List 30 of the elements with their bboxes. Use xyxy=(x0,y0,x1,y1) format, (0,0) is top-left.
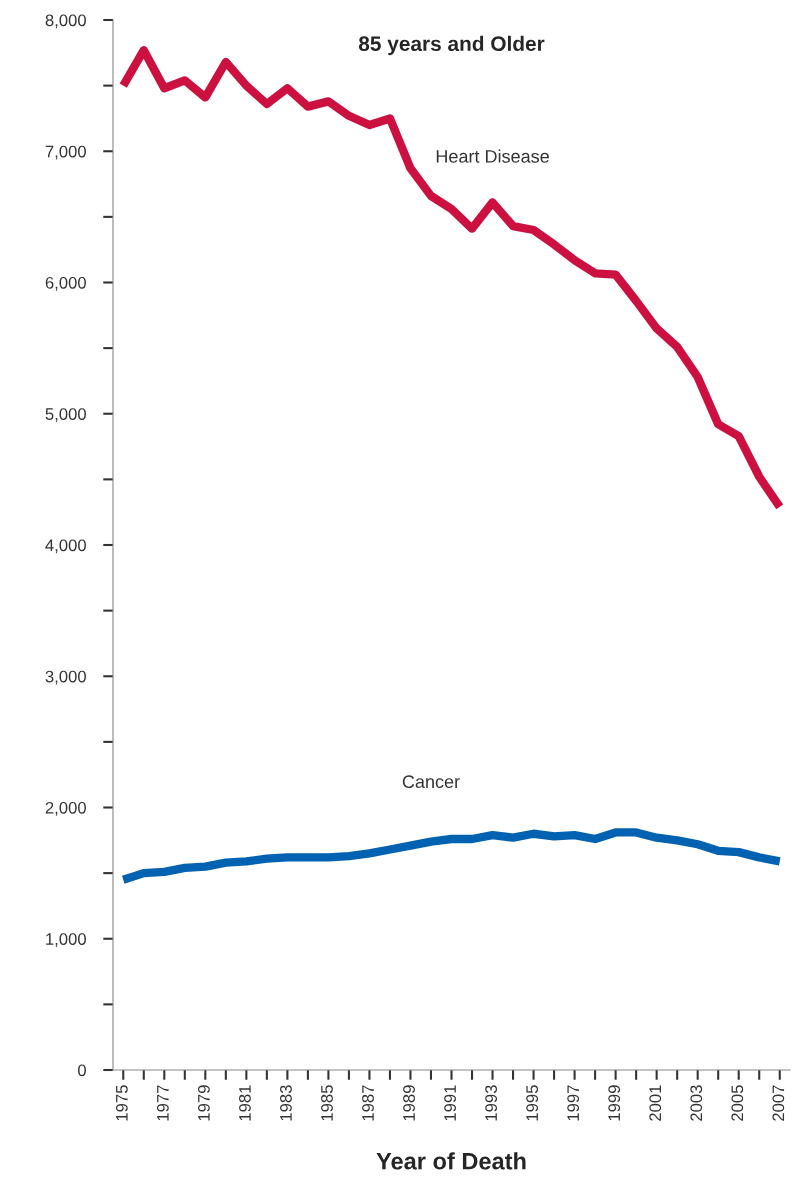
x-tick-label: 1987 xyxy=(362,1085,374,1121)
text: Cancer xyxy=(402,775,460,789)
y-tick-label: 1,000 xyxy=(46,933,86,947)
x-tick-label: 2005 xyxy=(731,1085,744,1121)
y-tick-label: 5,000 xyxy=(45,408,86,422)
x-tick-label: 1989 xyxy=(403,1085,415,1121)
x-tick-label: 1977 xyxy=(156,1085,169,1121)
x-tick-label: 1995 xyxy=(526,1085,539,1121)
x-tick-label: 2001 xyxy=(649,1085,662,1121)
y-tick-label: 6,000 xyxy=(45,276,86,291)
x-tick-label: 1997 xyxy=(567,1085,580,1121)
y-tick-label: 4,000 xyxy=(45,539,86,554)
x-tick-label: 1983 xyxy=(280,1085,292,1121)
y-tick-label: 7,000 xyxy=(45,145,86,160)
x-tick-label: 1991 xyxy=(444,1085,456,1121)
x-tick-label: 1999 xyxy=(608,1085,621,1121)
x-tick-label: 1993 xyxy=(485,1085,497,1121)
y-tick-label: 8,000 xyxy=(45,14,86,29)
x-tick-label: 1981 xyxy=(239,1085,251,1121)
y-tick-label: 3,000 xyxy=(45,670,86,685)
x-tick-label: 2003 xyxy=(690,1085,703,1121)
x-tick-label: 2007 xyxy=(772,1085,785,1121)
y-tick-label: 0 xyxy=(77,1064,86,1077)
text: 85 years and Older xyxy=(358,35,545,56)
series-label: Heart Disease xyxy=(436,149,549,163)
y-tick-label: 2,000 xyxy=(45,801,86,816)
x-tick-label: 1985 xyxy=(321,1085,333,1121)
x-tick-label: 1975 xyxy=(115,1085,128,1121)
x-axis-title: Year of Death xyxy=(376,1152,526,1170)
x-tick-label: 1979 xyxy=(197,1085,210,1121)
